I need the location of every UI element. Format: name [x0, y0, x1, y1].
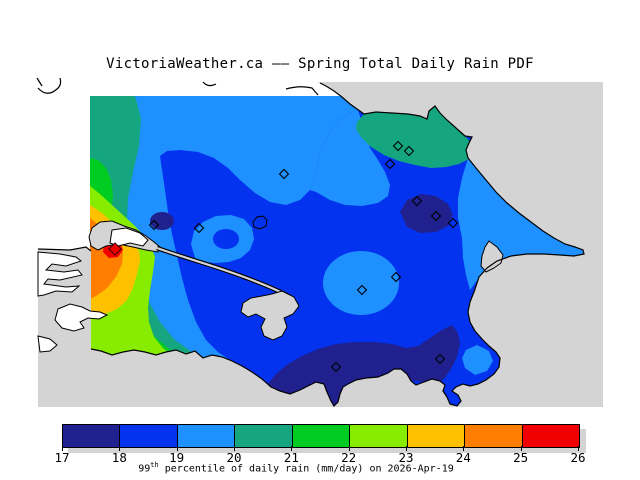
- station-marker-icon: [403, 145, 415, 157]
- colorbar-segment: [176, 425, 235, 447]
- caption-value: 99: [138, 463, 151, 475]
- contour-dodger-se: [462, 345, 493, 375]
- harbour-complex: [240, 290, 300, 341]
- contour-dodger-northwest: [90, 96, 358, 374]
- colorbar-tick-label: 21: [283, 450, 299, 465]
- colorbar-tick-label: 26: [570, 450, 586, 465]
- colorbar-tick-label: 19: [169, 450, 185, 465]
- station-marker-icon: [430, 210, 442, 222]
- colorbar-tick-mark: [176, 446, 178, 451]
- colorbar-tick-label: 23: [398, 450, 414, 465]
- contour-royal-eye: [213, 229, 239, 249]
- colorbar-tick-mark: [406, 446, 407, 451]
- inlet-waterways: [88, 220, 300, 341]
- contour-navy-blob-east: [400, 194, 453, 233]
- station-marker-icon: [330, 361, 342, 373]
- colorbar-segment: [119, 425, 177, 447]
- colorbar-segment: [63, 425, 120, 447]
- spit-land: [109, 227, 149, 247]
- west-land-jagged: [37, 251, 83, 297]
- colorbar-ticks: 17 18 19 20 21 22 23 24 25 26: [0, 446, 640, 472]
- caption-superscript: th: [150, 461, 159, 469]
- station-marker-icon: [148, 219, 160, 231]
- inlet-channel: [156, 246, 291, 298]
- colorbar-segment: [521, 425, 579, 447]
- colorbar-tick-label: 24: [455, 450, 471, 465]
- colorbar-tick-mark: [520, 446, 522, 451]
- colorbar-segment: [349, 425, 407, 447]
- contour-navy-blob-west: [150, 212, 174, 230]
- station-marker-icon: [356, 284, 368, 296]
- station-marker-max-icon: [108, 242, 122, 256]
- colorbar-segment: [291, 425, 350, 447]
- lake-outline: [252, 215, 268, 230]
- colorbar: [62, 424, 580, 448]
- colorbar-tick-label: 20: [226, 450, 242, 465]
- station-markers: [108, 140, 459, 373]
- west-land-wedge: [37, 335, 58, 353]
- station-marker-icon: [390, 271, 402, 283]
- coastlines: [36, 77, 585, 407]
- station-marker-icon: [447, 217, 459, 229]
- contour-dodger-band: [310, 110, 390, 206]
- station-marker-icon: [411, 195, 423, 207]
- station-marker-icon: [384, 158, 396, 170]
- colorbar-tick-mark: [348, 446, 350, 451]
- caption-text: percentile of daily rain (mm/day) on 202…: [158, 463, 454, 475]
- colorbar-segment: [406, 425, 465, 447]
- west-land: [37, 251, 109, 353]
- colorbar-caption: 99th percentile of daily rain (mm/day) o…: [138, 461, 454, 474]
- colorbar-segment: [464, 425, 522, 447]
- sea-region: [38, 82, 603, 407]
- colorbar-tick-label: 18: [111, 450, 127, 465]
- colorbar-tick-mark: [119, 446, 121, 451]
- colorbar-tick-mark: [62, 446, 63, 451]
- colorbar-tick-label: 17: [54, 450, 70, 465]
- colorbar-tick-mark: [463, 446, 465, 451]
- colorbar-tick-mark: [234, 446, 235, 451]
- colorbar-tick-mark: [578, 446, 579, 451]
- station-marker-icon: [278, 168, 290, 180]
- contour-navy-south: [266, 325, 460, 406]
- sea-notch: [480, 240, 504, 273]
- colorbar-tick-label: 22: [341, 450, 357, 465]
- colorbar-segment: [234, 425, 292, 447]
- station-marker-icon: [434, 353, 446, 365]
- contour-dodger-oval: [323, 251, 399, 315]
- west-land-basin: [54, 303, 109, 332]
- station-marker-icon: [392, 140, 404, 152]
- contour-teal-north-blob: [356, 106, 475, 168]
- station-marker-icon: [193, 222, 205, 234]
- plot-title: VictoriaWeather.ca —— Spring Total Daily…: [106, 56, 534, 72]
- colorbar-tick-mark: [291, 446, 293, 451]
- colorbar-tick-label: 25: [513, 450, 529, 465]
